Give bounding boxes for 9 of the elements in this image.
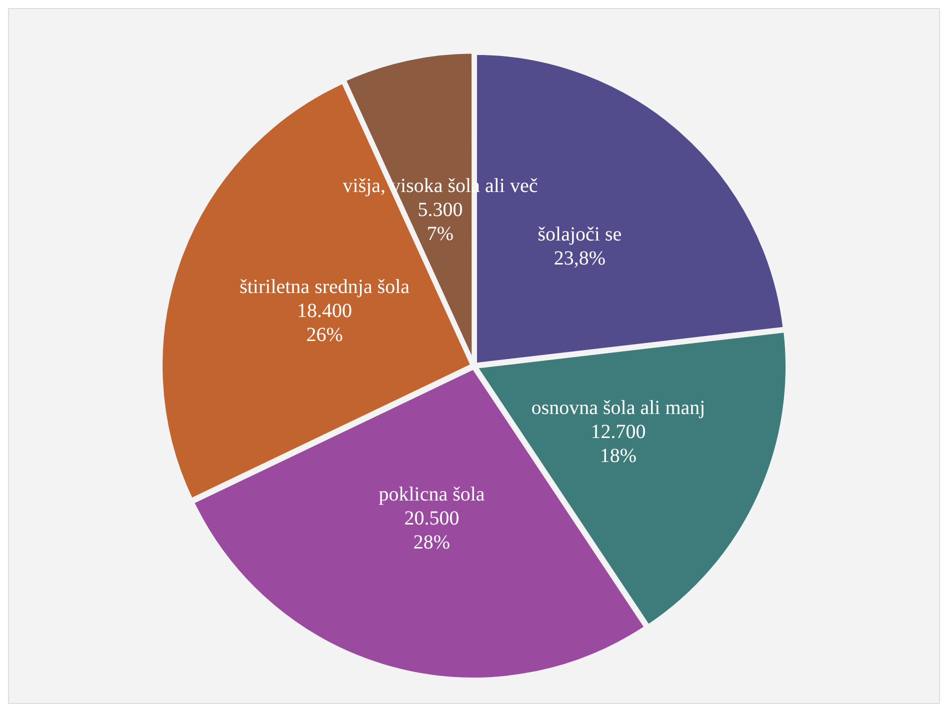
data-label: 20.500 28% <box>404 508 460 554</box>
slice-label: šolajoči se <box>538 223 622 246</box>
slice-label: osnovna šola ali manj <box>531 397 706 420</box>
data-label: 12.700 18% <box>590 421 646 468</box>
slice-label: poklicna šola <box>378 484 485 506</box>
slice-label: štiriletna srednja šola <box>240 276 410 298</box>
data-label: 5.300 7% <box>418 198 463 245</box>
data-label: 18.400 26% <box>297 300 352 346</box>
data-label: 23,8% <box>554 247 606 270</box>
